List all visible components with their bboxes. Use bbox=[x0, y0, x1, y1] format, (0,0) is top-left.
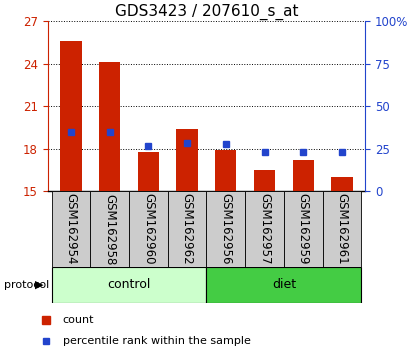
Text: GSM162958: GSM162958 bbox=[103, 194, 116, 265]
Bar bbox=[331, 177, 353, 191]
Text: GSM162959: GSM162959 bbox=[297, 194, 310, 265]
Bar bbox=[293, 160, 314, 191]
FancyBboxPatch shape bbox=[322, 191, 361, 267]
Text: GSM162954: GSM162954 bbox=[64, 194, 78, 265]
FancyBboxPatch shape bbox=[284, 191, 322, 267]
Bar bbox=[60, 41, 82, 191]
Bar bbox=[138, 152, 159, 191]
FancyBboxPatch shape bbox=[51, 267, 207, 303]
Text: GSM162956: GSM162956 bbox=[219, 194, 232, 265]
Text: percentile rank within the sample: percentile rank within the sample bbox=[63, 336, 251, 346]
FancyBboxPatch shape bbox=[129, 191, 168, 267]
Text: GSM162961: GSM162961 bbox=[335, 193, 349, 265]
Bar bbox=[176, 129, 198, 191]
Bar bbox=[215, 150, 237, 191]
Text: GSM162957: GSM162957 bbox=[258, 194, 271, 265]
Text: GSM162962: GSM162962 bbox=[181, 193, 194, 265]
FancyBboxPatch shape bbox=[51, 191, 90, 267]
FancyBboxPatch shape bbox=[207, 191, 245, 267]
Text: control: control bbox=[107, 279, 151, 291]
Text: diet: diet bbox=[272, 279, 296, 291]
Bar bbox=[99, 62, 120, 191]
FancyBboxPatch shape bbox=[207, 267, 361, 303]
FancyBboxPatch shape bbox=[90, 191, 129, 267]
FancyBboxPatch shape bbox=[245, 191, 284, 267]
Title: GDS3423 / 207610_s_at: GDS3423 / 207610_s_at bbox=[115, 4, 298, 20]
Text: ▶: ▶ bbox=[35, 280, 44, 290]
FancyBboxPatch shape bbox=[168, 191, 207, 267]
Text: protocol: protocol bbox=[4, 280, 49, 290]
Bar bbox=[254, 170, 275, 191]
Text: count: count bbox=[63, 315, 94, 325]
Text: GSM162960: GSM162960 bbox=[142, 194, 155, 265]
